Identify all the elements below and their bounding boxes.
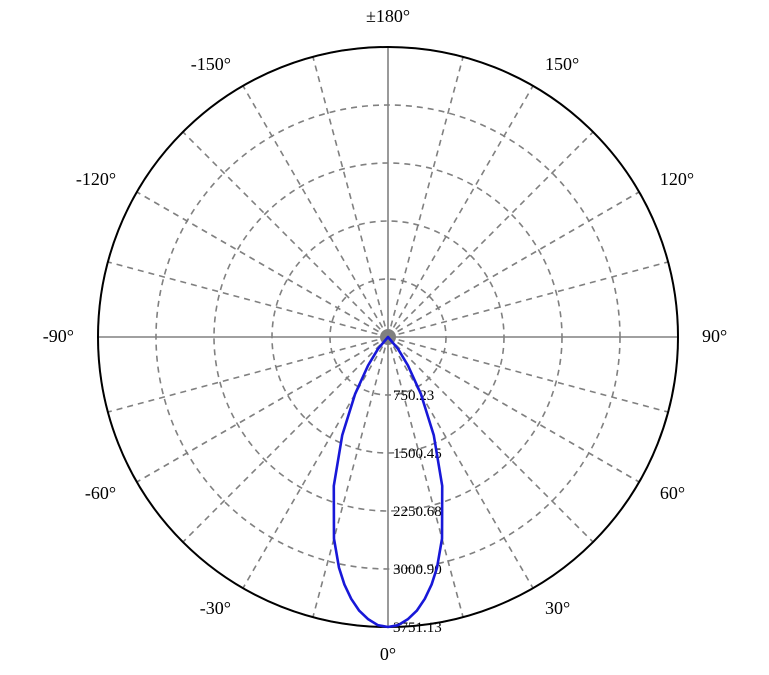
angle-label: -30° (200, 598, 231, 618)
angle-label: ±180° (366, 6, 410, 26)
angle-label: 60° (660, 483, 685, 503)
angle-label: 150° (545, 54, 579, 74)
angle-label: 30° (545, 598, 570, 618)
angle-label: -90° (43, 326, 74, 346)
angle-label: 90° (702, 326, 727, 346)
angle-label: -150° (191, 54, 231, 74)
polar-chart: 750.231500.452250.683000.903751.130°30°6… (0, 0, 769, 675)
radial-tick-label: 750.23 (393, 388, 434, 404)
angle-label: 120° (660, 169, 694, 189)
angle-label: -120° (76, 169, 116, 189)
radial-tick-label: 2250.68 (393, 504, 442, 520)
angle-label: 0° (380, 644, 396, 664)
radial-tick-label: 1500.45 (393, 446, 442, 462)
polar-svg: 750.231500.452250.683000.903751.130°30°6… (0, 0, 769, 675)
angle-label: -60° (85, 483, 116, 503)
